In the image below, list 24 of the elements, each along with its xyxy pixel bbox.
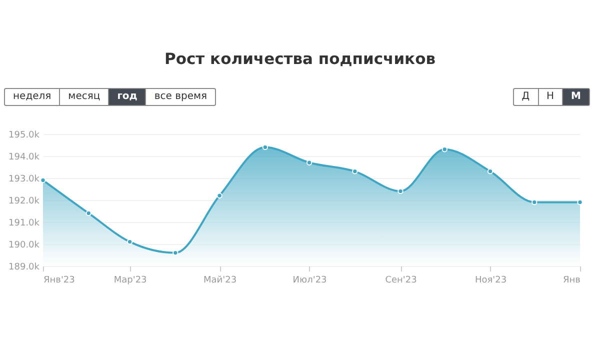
y-tick-label: 192.0k (8, 196, 40, 206)
x-tick-label: Июл'23 (292, 276, 327, 286)
x-tick-label: Май'23 (204, 276, 237, 286)
text: год (108, 89, 146, 105)
y-tick-label: 194.0k (8, 152, 40, 162)
chart-title: Рост количества подписчиков (163, 50, 437, 68)
x-tick-label: Мар'23 (114, 276, 147, 286)
y-tick-label: 189.0k (8, 262, 40, 272)
text: Н (538, 89, 562, 105)
x-tick-label: Янв'23 (44, 276, 75, 286)
point (216, 192, 222, 198)
text: М (562, 89, 589, 105)
y-tick-label: 191.0k (8, 218, 40, 228)
text: Д (520, 90, 531, 104)
point (487, 168, 494, 174)
text: все время (145, 89, 216, 105)
y-tick-label: 193.0k (8, 174, 40, 184)
x-tick-label: Ноя'23 (474, 276, 507, 286)
text: неделя (12, 90, 52, 104)
x-tick-label: Янв (563, 276, 580, 286)
y-tick-label: 190.0k (8, 240, 40, 250)
x-tick-label: Сен'23 (385, 276, 417, 286)
text: месяц (59, 89, 108, 105)
y-tick-label: 195.0k (8, 130, 40, 140)
